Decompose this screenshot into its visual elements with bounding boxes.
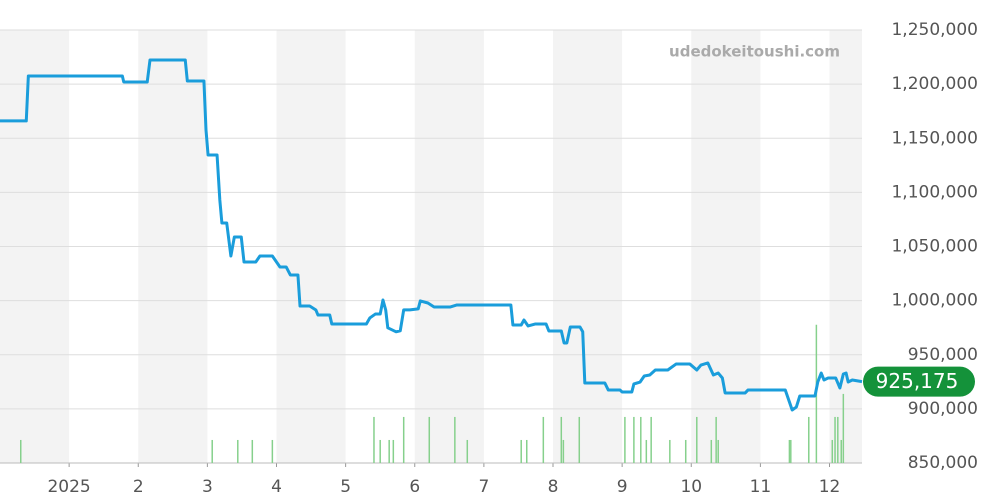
y-tick-label: 1,200,000: [891, 74, 978, 94]
watermark: udedokeitoushi.com: [669, 43, 840, 61]
y-tick-label: 850,000: [908, 453, 978, 473]
plot: [0, 58, 863, 412]
price-line: [0, 58, 863, 412]
x-tick-label: 10: [680, 477, 702, 497]
x-tick-label: 6: [409, 477, 420, 497]
y-tick-label: 1,050,000: [891, 237, 978, 257]
y-tick-label: 950,000: [908, 345, 978, 365]
x-tick-label: 4: [271, 477, 282, 497]
volume: [19, 324, 845, 463]
x-tick-label: 3: [202, 477, 213, 497]
y-tick-label: 1,150,000: [891, 128, 978, 148]
x-tick-label: 8: [548, 477, 559, 497]
x-tick-label: 11: [750, 477, 772, 497]
x-tick-label: 2025: [47, 477, 90, 497]
y-tick-label: 900,000: [908, 399, 978, 419]
x-tick-label: 12: [819, 477, 841, 497]
x-tick-label: 2: [133, 477, 144, 497]
last-value-badge: [863, 366, 975, 397]
x-tick-label: 9: [617, 477, 628, 497]
y-tick-label: 1,000,000: [891, 291, 978, 311]
x-tick-label: 7: [478, 477, 489, 497]
y-tick-label: 1,250,000: [891, 20, 978, 40]
x-tick-label: 5: [340, 477, 351, 497]
y-tick-label: 1,100,000: [891, 182, 978, 202]
last-value-label: 925,175: [876, 369, 959, 393]
